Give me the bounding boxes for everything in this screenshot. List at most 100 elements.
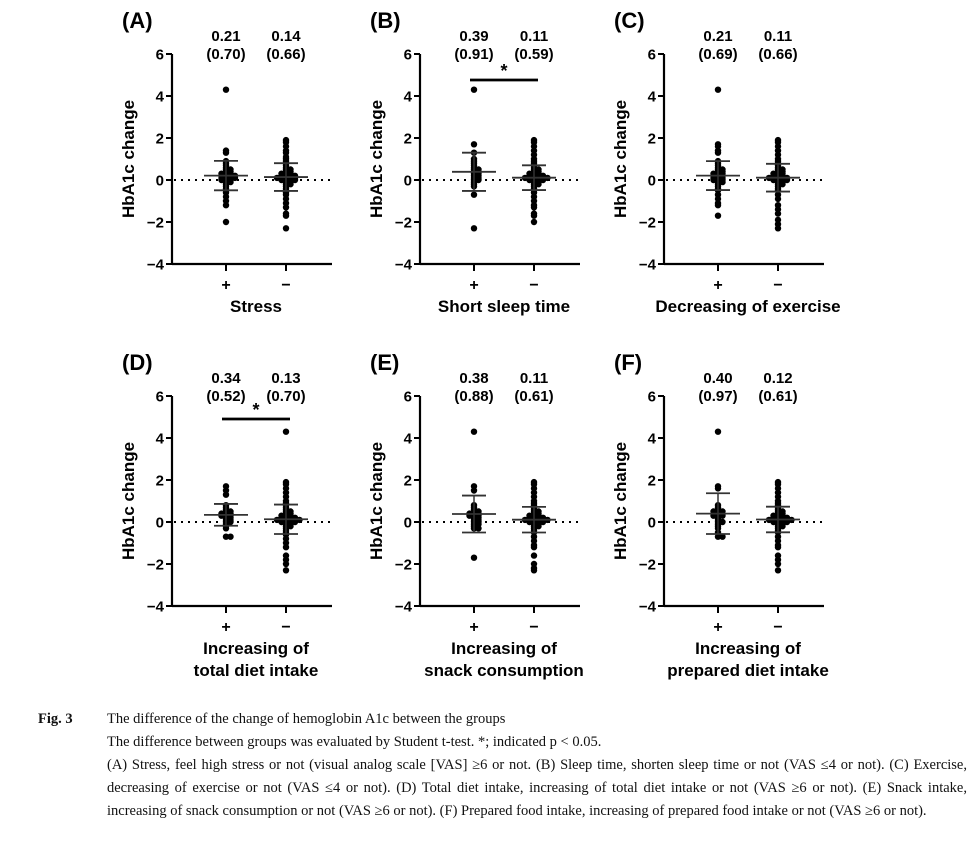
mean-label: 0.39 [459,28,488,45]
y-tick-label: −4 [395,599,413,616]
y-tick-label: 0 [156,515,164,532]
y-tick-label: −4 [147,599,165,616]
y-tick-label: 2 [404,473,412,490]
y-tick-label: 4 [648,431,657,448]
data-point [774,567,782,574]
x-axis-title: Decreasing of exercise [655,297,840,316]
data-point [719,533,726,540]
mean-label: 0.40 [703,370,732,387]
data-point [530,218,538,226]
x-axis-title: Increasing of [695,639,801,658]
caption-body: The difference between groups was evalua… [107,731,967,823]
y-tick-label: 4 [156,431,165,448]
x-tick-label: − [281,277,290,294]
x-axis-title: total diet intake [194,661,319,680]
y-axis-title: HbA1c change [611,442,630,560]
data-point [470,225,478,232]
significance-asterisk: * [252,400,259,420]
y-axis-title: HbA1c change [367,442,386,560]
panel-label: (E) [370,350,399,375]
y-axis-title: HbA1c change [611,100,630,218]
mean-label: 0.38 [459,370,488,387]
data-point [714,428,722,435]
sd-label: (0.97) [698,388,737,405]
x-tick-label: + [713,277,722,294]
sd-label: (0.52) [206,388,245,405]
y-tick-label: −4 [639,257,657,274]
x-tick-label: + [221,619,230,636]
y-tick-label: 6 [648,389,656,406]
data-point [470,141,478,148]
panel-d: (D) 0.34(0.52) 0.13(0.70) 6 4 2 0 −2 −4 HbA1c cha… [119,350,332,680]
data-point [470,428,478,435]
y-tick-label: −2 [395,215,412,232]
sd-label: (0.61) [514,388,553,405]
sd-label: (0.66) [266,46,305,63]
mean-label: 0.12 [763,370,792,387]
y-tick-label: 6 [404,389,412,406]
data-point [227,533,234,540]
data-point [530,204,538,211]
data-point [222,491,230,498]
caption-heading: Fig. 3 The difference of the change of he… [38,708,505,731]
y-tick-label: 0 [156,173,164,190]
x-tick-label: + [221,277,230,294]
x-axis-title: prepared diet intake [667,661,829,680]
x-tick-label: − [529,619,538,636]
y-tick-label: 2 [156,131,164,148]
data-point [714,485,722,492]
data-point [530,212,538,219]
y-tick-label: 6 [156,47,164,64]
x-tick-label: − [773,619,782,636]
y-tick-label: 4 [648,89,657,106]
x-tick-label: + [469,619,478,636]
y-tick-label: 4 [404,89,413,106]
data-point [475,525,482,532]
data-point [530,567,538,574]
y-tick-label: −4 [395,257,413,274]
panel-f: (F) 0.40(0.97) 0.12(0.61) 6 4 2 0 −2 −4 HbA1c cha… [611,350,829,680]
y-tick-label: 0 [404,173,412,190]
data-point [282,567,290,574]
panel-label: (D) [122,350,153,375]
y-axis-title: HbA1c change [367,100,386,218]
sd-label: (0.88) [454,388,493,405]
data-point [470,86,478,93]
data-point [470,487,478,494]
y-tick-label: 2 [648,131,656,148]
caption-stat-note: The difference between groups was evalua… [107,734,602,750]
panel-c: (C) 0.21(0.69) 0.11(0.66) 6 4 2 0 −2 −4 HbA1c cha… [611,8,841,316]
significance-asterisk: * [500,61,507,81]
figure-number: Fig. 3 [38,711,73,727]
panel-label: (B) [370,8,401,33]
y-tick-label: −2 [639,215,656,232]
panel-b: (B) 0.39(0.91) 0.11(0.59) 6 4 2 0 −2 −4 HbA1c cha… [367,8,580,316]
data-point [774,560,782,568]
mean-label: 0.11 [520,370,548,387]
y-tick-label: −2 [147,215,164,232]
y-tick-label: 2 [648,473,656,490]
y-tick-label: 2 [156,473,164,490]
y-tick-label: −4 [147,257,165,274]
mean-label: 0.34 [211,370,241,387]
sd-label: (0.61) [758,388,797,405]
data-point [774,225,782,232]
data-point [714,149,722,156]
data-point [774,195,782,203]
data-point [282,204,290,211]
y-tick-label: −2 [147,557,164,574]
panel-label: (A) [122,8,153,33]
panel-label: (F) [614,350,642,375]
data-point [282,225,290,232]
data-point [530,544,538,551]
x-tick-label: − [529,277,538,294]
x-tick-label: − [773,277,782,294]
mean-label: 0.14 [271,28,301,45]
sd-label: (0.91) [454,46,493,63]
x-axis-title: snack consumption [424,661,584,680]
mean-label: 0.21 [211,28,240,45]
caption-title: The difference of the change of hemoglob… [107,711,506,727]
sd-label: (0.69) [698,46,737,63]
y-axis-title: HbA1c change [119,442,138,560]
